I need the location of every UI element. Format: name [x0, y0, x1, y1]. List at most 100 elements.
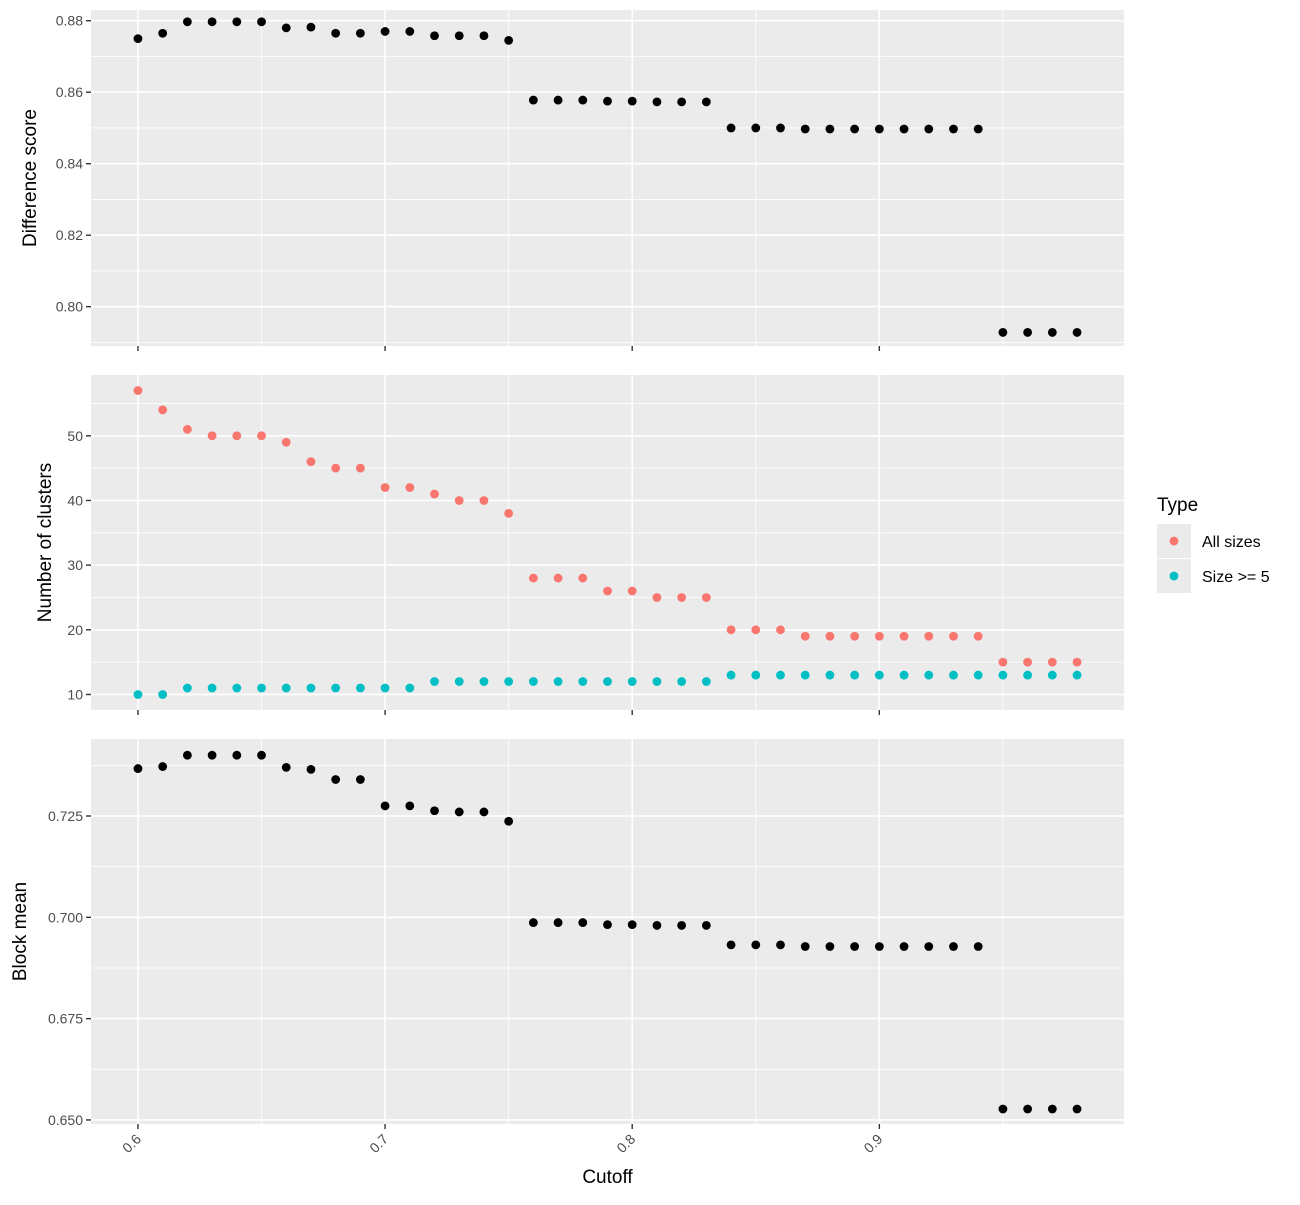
y-axis-title: Difference score — [20, 109, 41, 247]
legend: Type All sizes Size >= 5 — [1157, 495, 1270, 593]
data-point — [1047, 1104, 1057, 1114]
data-point — [281, 437, 291, 447]
y-tick-label: 0.82 — [56, 227, 83, 243]
data-point — [776, 940, 785, 950]
data-point — [899, 124, 909, 134]
series-all-sizes — [133, 386, 1082, 667]
data-point — [133, 690, 143, 699]
data-point — [430, 806, 439, 816]
data-point — [158, 405, 168, 415]
data-point — [652, 677, 662, 686]
data-point — [232, 683, 242, 693]
data-point — [850, 942, 860, 951]
data-point — [998, 1104, 1008, 1114]
data-point — [158, 690, 168, 699]
data-point — [1047, 657, 1057, 667]
data-point — [825, 124, 835, 134]
data-point — [726, 670, 736, 680]
data-point — [1072, 328, 1082, 337]
facet-panel-1: 0.80 0.82 0.84 0.86 0.88 Difference score — [20, 10, 1124, 351]
legend-label: All sizes — [1202, 534, 1261, 551]
data-point — [1072, 657, 1082, 667]
data-point — [924, 631, 934, 641]
data-point — [998, 670, 1008, 680]
data-point — [405, 483, 415, 492]
data-point — [924, 670, 934, 680]
data-point — [380, 683, 390, 693]
data-point — [701, 921, 711, 930]
legend-key-swatch — [1169, 536, 1179, 546]
data-point — [479, 31, 489, 41]
y-tick-label: 20 — [67, 622, 83, 638]
data-point — [578, 918, 588, 927]
data-point — [776, 123, 785, 133]
data-point — [182, 683, 192, 693]
facet-panel-3: 0.650 0.675 0.700 0.725 Block mean 0.6 0.7 0.8 0… — [10, 739, 1124, 1156]
data-point — [281, 23, 291, 33]
data-point — [578, 677, 588, 686]
data-point — [1047, 328, 1057, 337]
data-point — [652, 97, 662, 107]
data-point — [405, 683, 415, 693]
data-point — [528, 918, 538, 927]
series-size-5 — [133, 670, 1082, 699]
data-point — [998, 657, 1008, 667]
data-point — [998, 328, 1008, 337]
data-point — [133, 764, 143, 773]
y-axis-title: Block mean — [10, 882, 31, 981]
data-point — [1023, 657, 1033, 667]
data-point — [800, 124, 810, 134]
data-point — [355, 463, 365, 473]
data-point — [207, 17, 217, 27]
data-point — [751, 670, 761, 680]
data-point — [627, 586, 637, 596]
data-point — [454, 807, 464, 817]
data-point — [1023, 670, 1033, 680]
data-point — [874, 631, 884, 641]
x-tick-label: 0.7 — [366, 1131, 391, 1156]
data-point — [603, 920, 612, 930]
y-tick-label: 50 — [67, 428, 83, 444]
data-point — [603, 677, 612, 686]
data-point — [899, 942, 909, 951]
data-point — [454, 31, 464, 41]
data-point — [504, 508, 514, 518]
data-point — [578, 95, 588, 105]
data-point — [454, 496, 464, 505]
data-point — [726, 123, 736, 133]
data-point — [1047, 670, 1057, 680]
y-tick-label: 10 — [67, 686, 83, 702]
data-point — [430, 677, 439, 686]
y-tick-label: 0.675 — [48, 1011, 83, 1027]
x-tick-label: 0.8 — [613, 1131, 638, 1156]
data-point — [528, 95, 538, 105]
legend-label: Size >= 5 — [1202, 569, 1270, 586]
data-point — [405, 801, 415, 811]
data-point — [776, 670, 785, 680]
data-point — [232, 17, 242, 27]
data-point — [924, 942, 934, 951]
y-tick-label: 0.86 — [56, 84, 83, 100]
data-point — [207, 683, 217, 693]
data-point — [627, 920, 637, 930]
data-point — [380, 483, 390, 492]
data-point — [776, 625, 785, 635]
data-point — [331, 775, 341, 784]
panel-background — [91, 375, 1124, 710]
data-point — [973, 942, 983, 951]
data-point — [257, 750, 266, 760]
panel-background — [91, 739, 1124, 1124]
data-point — [1023, 1104, 1033, 1114]
data-point — [504, 816, 514, 826]
data-point — [726, 940, 736, 950]
data-point — [553, 95, 563, 105]
data-point — [182, 750, 192, 760]
data-point — [355, 28, 365, 38]
data-point — [1072, 670, 1082, 680]
data-point — [751, 625, 761, 635]
x-tick-label: 0.9 — [860, 1131, 885, 1156]
data-point — [430, 31, 439, 41]
data-point — [973, 631, 983, 641]
data-point — [949, 942, 958, 951]
